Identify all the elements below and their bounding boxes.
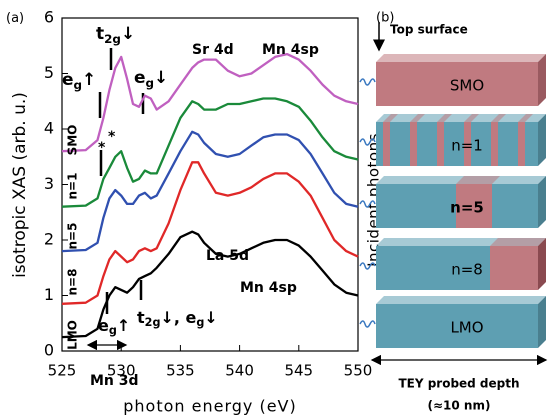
y-tick-label: 0: [44, 341, 54, 360]
annotation: eg↑: [62, 70, 96, 92]
annotation: *: [98, 140, 106, 156]
layer-side: [538, 114, 546, 166]
annotation-part: g: [74, 78, 83, 92]
series-line: [62, 132, 358, 251]
layer-top: [376, 296, 546, 304]
annotation-part: *: [98, 140, 106, 156]
y-axis-label: isotropic XAS (arb. u.): [10, 92, 30, 278]
annotation: eg↓: [134, 68, 168, 90]
series-line: [62, 99, 358, 207]
layer-box: n=5: [360, 176, 546, 228]
annotation-part: e: [134, 68, 146, 88]
x-tick-label: 545: [284, 362, 313, 380]
x-tick-label: 525: [48, 362, 77, 380]
annotation: Mn 4sp: [262, 42, 319, 58]
layer-front: [491, 122, 498, 166]
annotation: Sr 4d: [192, 42, 234, 58]
curve-label: n=8: [66, 269, 80, 296]
annotation-part: La 5d: [206, 248, 249, 264]
annotation-part: g: [196, 316, 204, 329]
wave: [360, 321, 375, 327]
annotation: (a): [6, 11, 24, 26]
curve-label: LMO: [66, 320, 80, 350]
annotation-part: Mn 4sp: [262, 42, 319, 58]
y-tick-label: 1: [44, 285, 54, 304]
layer-side: [538, 54, 546, 106]
annotation-part: ↓: [121, 24, 135, 44]
layer-box: n=8: [360, 238, 546, 290]
layer-top: [490, 238, 546, 246]
layer-front: [437, 122, 444, 166]
y-tick-label: 4: [44, 119, 54, 138]
x-tick-label: 535: [166, 362, 195, 380]
annotation-part: Mn 4sp: [240, 280, 297, 296]
annotation-part: *: [108, 129, 116, 145]
annotation-part: ↓: [204, 308, 217, 327]
annotation: La 5d: [206, 248, 249, 264]
annotation-part: ↓: [160, 308, 173, 327]
depth-value: (≈10 nm): [428, 399, 491, 413]
layer-label: n=5: [450, 199, 484, 217]
y-tick-label: 5: [44, 63, 54, 82]
y-tick-label: 3: [44, 174, 54, 193]
y-tick-label: 2: [44, 230, 54, 249]
x-axis-label: photon energy (eV): [123, 397, 296, 416]
annotation: t2g↓, eg↓: [137, 308, 218, 330]
annotation-part: ↑: [82, 70, 96, 90]
figure: isotropic XAS (arb. u.) photon energy (e…: [0, 0, 552, 420]
annotation-part: t: [96, 24, 104, 44]
y-tick-label: 6: [44, 8, 54, 27]
layer-label: n=1: [451, 137, 483, 155]
layer-label: SMO: [450, 77, 484, 95]
layer-box: LMO: [360, 296, 546, 348]
annotation: t2g↓: [96, 24, 135, 46]
annotation-part: g: [109, 324, 117, 337]
annotation-part: Mn 3d: [90, 373, 139, 389]
wave: [360, 79, 375, 85]
layer-side: [538, 296, 546, 348]
annotation-part: (a): [6, 11, 24, 26]
layer-box: SMO: [360, 54, 546, 106]
annotation-part: g: [146, 76, 155, 90]
layer-front: [518, 122, 525, 166]
annotation: *: [108, 129, 116, 145]
layer-front: [410, 122, 417, 166]
annotation-part: e: [98, 316, 109, 335]
top-surface-label: Top surface: [390, 23, 468, 37]
annotation: Mn 4sp: [240, 280, 297, 296]
annotation-part: 2g: [104, 32, 121, 46]
layer-label: n=8: [451, 261, 483, 279]
layer-side: [538, 176, 546, 228]
series-line: [62, 162, 358, 303]
annotation: Mn 3d: [90, 373, 139, 389]
depth-label: TEY probed depth: [398, 377, 519, 391]
x-tick-label: 550: [344, 362, 373, 380]
layer-top: [376, 54, 546, 62]
layer-front: [490, 246, 538, 290]
annotation-part: 2g: [145, 316, 161, 329]
annotation-part: Sr 4d: [192, 42, 234, 58]
x-tick-label: 540: [225, 362, 254, 380]
layer-side: [538, 238, 546, 290]
annotation: eg↑: [98, 316, 130, 338]
curve-label: n=1: [66, 173, 80, 200]
annotation-part: ↑: [117, 316, 130, 335]
annotation-part: e: [62, 70, 74, 90]
layer-front: [383, 122, 390, 166]
layer-box: n=1: [360, 114, 546, 166]
layer-label: LMO: [450, 319, 483, 337]
curve-label: n=5: [66, 223, 80, 250]
curve-label: SMO: [66, 125, 80, 156]
annotation-part: ↓: [154, 68, 168, 88]
annotation-part: , e: [174, 308, 197, 327]
series-line: [62, 54, 358, 151]
